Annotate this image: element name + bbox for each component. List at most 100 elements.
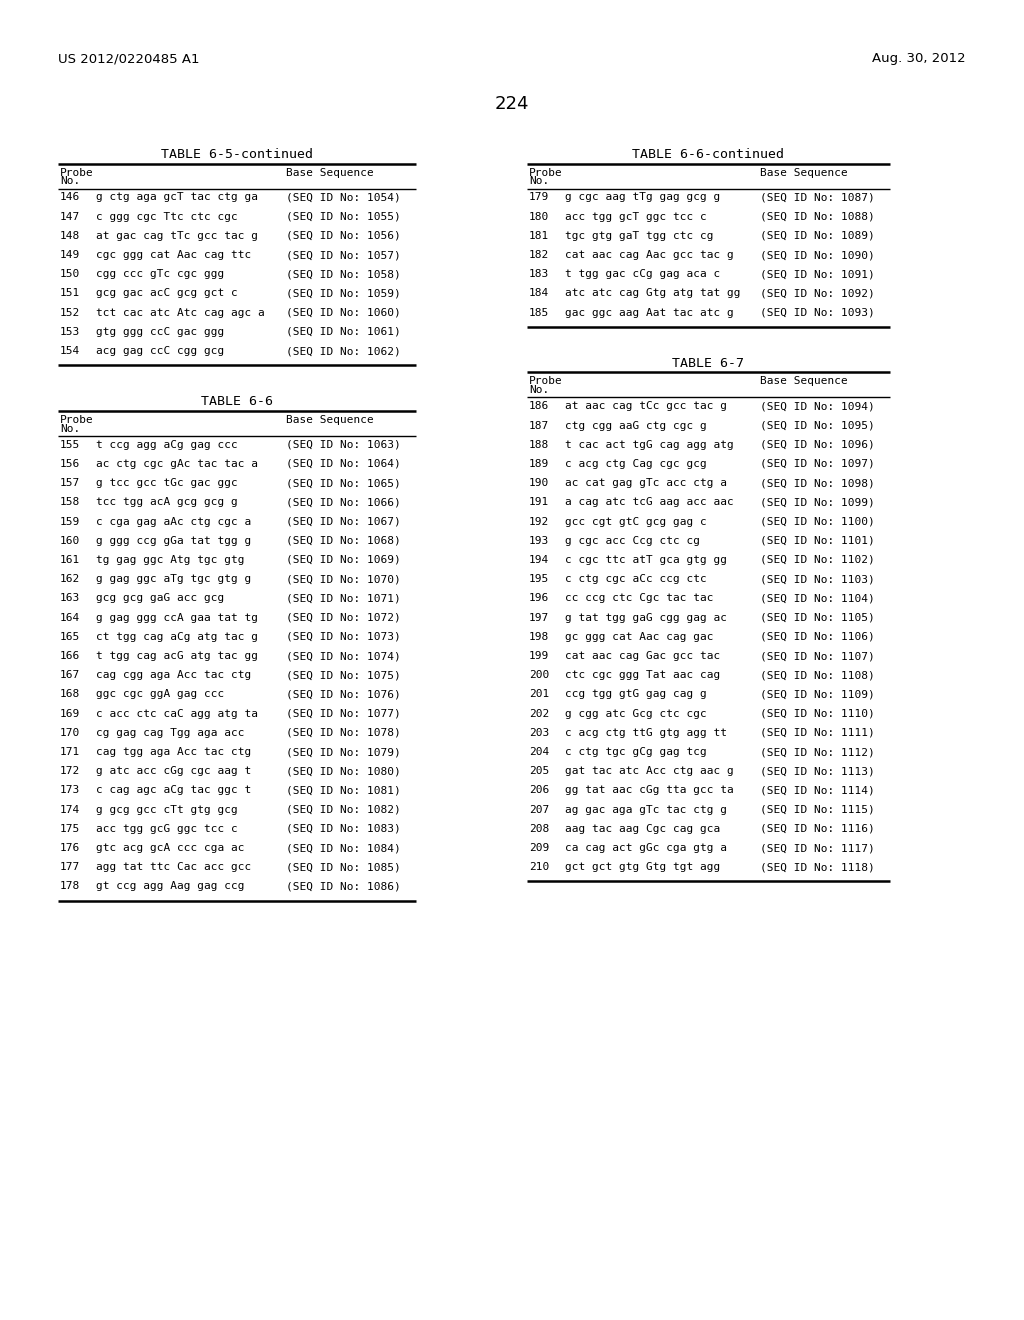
Text: 202: 202: [529, 709, 549, 718]
Text: 184: 184: [529, 289, 549, 298]
Text: 182: 182: [529, 249, 549, 260]
Text: g gag ggc aTg tgc gtg g: g gag ggc aTg tgc gtg g: [96, 574, 251, 585]
Text: (SEQ ID No: 1107): (SEQ ID No: 1107): [760, 651, 874, 661]
Text: ac ctg cgc gAc tac tac a: ac ctg cgc gAc tac tac a: [96, 459, 258, 469]
Text: c acc ctc caC agg atg ta: c acc ctc caC agg atg ta: [96, 709, 258, 718]
Text: gc ggg cat Aac cag gac: gc ggg cat Aac cag gac: [565, 632, 714, 642]
Text: 158: 158: [60, 498, 80, 507]
Text: g tat tgg gaG cgg gag ac: g tat tgg gaG cgg gag ac: [565, 612, 727, 623]
Text: (SEQ ID No: 1070): (SEQ ID No: 1070): [286, 574, 400, 585]
Text: c acg ctg Cag cgc gcg: c acg ctg Cag cgc gcg: [565, 459, 707, 469]
Text: at aac cag tCc gcc tac g: at aac cag tCc gcc tac g: [565, 401, 727, 412]
Text: (SEQ ID No: 1104): (SEQ ID No: 1104): [760, 594, 874, 603]
Text: g cgc acc Ccg ctc cg: g cgc acc Ccg ctc cg: [565, 536, 700, 545]
Text: 157: 157: [60, 478, 80, 488]
Text: 171: 171: [60, 747, 80, 756]
Text: 201: 201: [529, 689, 549, 700]
Text: 205: 205: [529, 766, 549, 776]
Text: 181: 181: [529, 231, 549, 242]
Text: g ggg ccg gGa tat tgg g: g ggg ccg gGa tat tgg g: [96, 536, 251, 545]
Text: 168: 168: [60, 689, 80, 700]
Text: c ctg cgc aCc ccg ctc: c ctg cgc aCc ccg ctc: [565, 574, 707, 585]
Text: gac ggc aag Aat tac atc g: gac ggc aag Aat tac atc g: [565, 308, 734, 318]
Text: (SEQ ID No: 1094): (SEQ ID No: 1094): [760, 401, 874, 412]
Text: TABLE 6-6-continued: TABLE 6-6-continued: [633, 148, 784, 161]
Text: 177: 177: [60, 862, 80, 873]
Text: (SEQ ID No: 1110): (SEQ ID No: 1110): [760, 709, 874, 718]
Text: (SEQ ID No: 1059): (SEQ ID No: 1059): [286, 289, 400, 298]
Text: 186: 186: [529, 401, 549, 412]
Text: (SEQ ID No: 1060): (SEQ ID No: 1060): [286, 308, 400, 318]
Text: c ggg cgc Ttc ctc cgc: c ggg cgc Ttc ctc cgc: [96, 211, 238, 222]
Text: 207: 207: [529, 805, 549, 814]
Text: 196: 196: [529, 594, 549, 603]
Text: Base Sequence: Base Sequence: [760, 376, 848, 387]
Text: 161: 161: [60, 554, 80, 565]
Text: (SEQ ID No: 1056): (SEQ ID No: 1056): [286, 231, 400, 242]
Text: (SEQ ID No: 1117): (SEQ ID No: 1117): [760, 843, 874, 853]
Text: at gac cag tTc gcc tac g: at gac cag tTc gcc tac g: [96, 231, 258, 242]
Text: (SEQ ID No: 1080): (SEQ ID No: 1080): [286, 766, 400, 776]
Text: (SEQ ID No: 1109): (SEQ ID No: 1109): [760, 689, 874, 700]
Text: (SEQ ID No: 1098): (SEQ ID No: 1098): [760, 478, 874, 488]
Text: gcg gcg gaG acc gcg: gcg gcg gaG acc gcg: [96, 594, 224, 603]
Text: (SEQ ID No: 1057): (SEQ ID No: 1057): [286, 249, 400, 260]
Text: 224: 224: [495, 95, 529, 114]
Text: (SEQ ID No: 1055): (SEQ ID No: 1055): [286, 211, 400, 222]
Text: tg gag ggc Atg tgc gtg: tg gag ggc Atg tgc gtg: [96, 554, 245, 565]
Text: 172: 172: [60, 766, 80, 776]
Text: (SEQ ID No: 1105): (SEQ ID No: 1105): [760, 612, 874, 623]
Text: No.: No.: [60, 177, 80, 186]
Text: c ctg tgc gCg gag tcg: c ctg tgc gCg gag tcg: [565, 747, 707, 756]
Text: g atc acc cGg cgc aag t: g atc acc cGg cgc aag t: [96, 766, 251, 776]
Text: aag tac aag Cgc cag gca: aag tac aag Cgc cag gca: [565, 824, 720, 834]
Text: 192: 192: [529, 516, 549, 527]
Text: cat aac cag Gac gcc tac: cat aac cag Gac gcc tac: [565, 651, 720, 661]
Text: ctc cgc ggg Tat aac cag: ctc cgc ggg Tat aac cag: [565, 671, 720, 680]
Text: gt ccg agg Aag gag ccg: gt ccg agg Aag gag ccg: [96, 882, 245, 891]
Text: ct tgg cag aCg atg tac g: ct tgg cag aCg atg tac g: [96, 632, 258, 642]
Text: c acg ctg ttG gtg agg tt: c acg ctg ttG gtg agg tt: [565, 727, 727, 738]
Text: (SEQ ID No: 1058): (SEQ ID No: 1058): [286, 269, 400, 280]
Text: t ccg agg aCg gag ccc: t ccg agg aCg gag ccc: [96, 440, 238, 450]
Text: 154: 154: [60, 346, 80, 356]
Text: (SEQ ID No: 1090): (SEQ ID No: 1090): [760, 249, 874, 260]
Text: g tcc gcc tGc gac ggc: g tcc gcc tGc gac ggc: [96, 478, 238, 488]
Text: cag tgg aga Acc tac ctg: cag tgg aga Acc tac ctg: [96, 747, 251, 756]
Text: (SEQ ID No: 1115): (SEQ ID No: 1115): [760, 805, 874, 814]
Text: 166: 166: [60, 651, 80, 661]
Text: (SEQ ID No: 1072): (SEQ ID No: 1072): [286, 612, 400, 623]
Text: (SEQ ID No: 1079): (SEQ ID No: 1079): [286, 747, 400, 756]
Text: (SEQ ID No: 1091): (SEQ ID No: 1091): [760, 269, 874, 280]
Text: (SEQ ID No: 1068): (SEQ ID No: 1068): [286, 536, 400, 545]
Text: 178: 178: [60, 882, 80, 891]
Text: 169: 169: [60, 709, 80, 718]
Text: 206: 206: [529, 785, 549, 796]
Text: gtg ggg ccC gac ggg: gtg ggg ccC gac ggg: [96, 327, 224, 337]
Text: 198: 198: [529, 632, 549, 642]
Text: (SEQ ID No: 1061): (SEQ ID No: 1061): [286, 327, 400, 337]
Text: 151: 151: [60, 289, 80, 298]
Text: (SEQ ID No: 1086): (SEQ ID No: 1086): [286, 882, 400, 891]
Text: 203: 203: [529, 727, 549, 738]
Text: cgc ggg cat Aac cag ttc: cgc ggg cat Aac cag ttc: [96, 249, 251, 260]
Text: acg gag ccC cgg gcg: acg gag ccC cgg gcg: [96, 346, 224, 356]
Text: atc atc cag Gtg atg tat gg: atc atc cag Gtg atg tat gg: [565, 289, 740, 298]
Text: 210: 210: [529, 862, 549, 873]
Text: ag gac aga gTc tac ctg g: ag gac aga gTc tac ctg g: [565, 805, 727, 814]
Text: gct gct gtg Gtg tgt agg: gct gct gtg Gtg tgt agg: [565, 862, 720, 873]
Text: (SEQ ID No: 1112): (SEQ ID No: 1112): [760, 747, 874, 756]
Text: 146: 146: [60, 193, 80, 202]
Text: ctg cgg aaG ctg cgc g: ctg cgg aaG ctg cgc g: [565, 421, 707, 430]
Text: 187: 187: [529, 421, 549, 430]
Text: 204: 204: [529, 747, 549, 756]
Text: (SEQ ID No: 1087): (SEQ ID No: 1087): [760, 193, 874, 202]
Text: No.: No.: [529, 385, 549, 396]
Text: (SEQ ID No: 1101): (SEQ ID No: 1101): [760, 536, 874, 545]
Text: 208: 208: [529, 824, 549, 834]
Text: (SEQ ID No: 1111): (SEQ ID No: 1111): [760, 727, 874, 738]
Text: (SEQ ID No: 1066): (SEQ ID No: 1066): [286, 498, 400, 507]
Text: TABLE 6-5-continued: TABLE 6-5-continued: [161, 148, 313, 161]
Text: 149: 149: [60, 249, 80, 260]
Text: 153: 153: [60, 327, 80, 337]
